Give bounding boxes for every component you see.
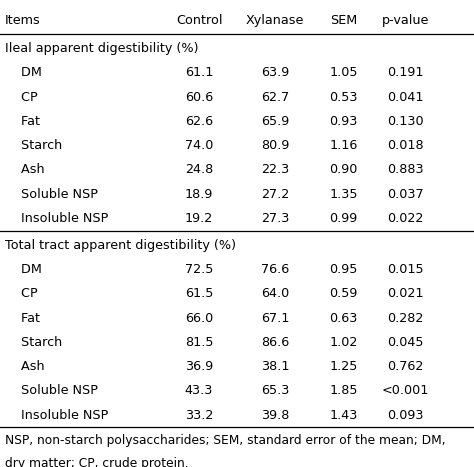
Text: 65.9: 65.9 xyxy=(261,115,289,128)
Text: 0.762: 0.762 xyxy=(387,360,423,373)
Text: 1.35: 1.35 xyxy=(329,188,358,201)
Text: p-value: p-value xyxy=(382,14,429,27)
Text: 0.037: 0.037 xyxy=(387,188,424,201)
Text: 62.7: 62.7 xyxy=(261,91,289,104)
Text: 19.2: 19.2 xyxy=(185,212,213,225)
Text: 64.0: 64.0 xyxy=(261,287,289,300)
Text: 86.6: 86.6 xyxy=(261,336,289,349)
Text: 0.63: 0.63 xyxy=(329,311,358,325)
Text: 0.093: 0.093 xyxy=(387,409,424,422)
Text: DM: DM xyxy=(5,66,42,79)
Text: CP: CP xyxy=(5,91,37,104)
Text: NSP, non-starch polysaccharides; SEM, standard error of the mean; DM,: NSP, non-starch polysaccharides; SEM, st… xyxy=(5,434,446,447)
Text: 0.022: 0.022 xyxy=(387,212,423,225)
Text: 0.191: 0.191 xyxy=(387,66,424,79)
Text: Ileal apparent digestibility (%): Ileal apparent digestibility (%) xyxy=(5,42,198,55)
Text: 1.02: 1.02 xyxy=(329,336,358,349)
Text: 74.0: 74.0 xyxy=(185,139,213,152)
Text: 0.53: 0.53 xyxy=(329,91,358,104)
Text: SEM: SEM xyxy=(330,14,357,27)
Text: 43.3: 43.3 xyxy=(185,384,213,397)
Text: 66.0: 66.0 xyxy=(185,311,213,325)
Text: Starch: Starch xyxy=(5,336,62,349)
Text: Insoluble NSP: Insoluble NSP xyxy=(5,409,108,422)
Text: 61.1: 61.1 xyxy=(185,66,213,79)
Text: 62.6: 62.6 xyxy=(185,115,213,128)
Text: 60.6: 60.6 xyxy=(185,91,213,104)
Text: Xylanase: Xylanase xyxy=(246,14,304,27)
Text: 1.25: 1.25 xyxy=(329,360,358,373)
Text: 27.2: 27.2 xyxy=(261,188,289,201)
Text: 22.3: 22.3 xyxy=(261,163,289,177)
Text: 1.05: 1.05 xyxy=(329,66,358,79)
Text: Total tract apparent digestibility (%): Total tract apparent digestibility (%) xyxy=(5,239,236,252)
Text: dry matter; CP, crude protein.: dry matter; CP, crude protein. xyxy=(5,457,188,467)
Text: Starch: Starch xyxy=(5,139,62,152)
Text: 1.43: 1.43 xyxy=(329,409,358,422)
Text: 0.018: 0.018 xyxy=(387,139,424,152)
Text: 0.99: 0.99 xyxy=(329,212,358,225)
Text: 0.021: 0.021 xyxy=(387,287,424,300)
Text: 81.5: 81.5 xyxy=(185,336,213,349)
Text: 0.130: 0.130 xyxy=(387,115,424,128)
Text: 0.90: 0.90 xyxy=(329,163,358,177)
Text: 67.1: 67.1 xyxy=(261,311,289,325)
Text: 72.5: 72.5 xyxy=(185,263,213,276)
Text: 0.041: 0.041 xyxy=(387,91,424,104)
Text: Soluble NSP: Soluble NSP xyxy=(5,384,98,397)
Text: 0.282: 0.282 xyxy=(387,311,423,325)
Text: 0.883: 0.883 xyxy=(387,163,424,177)
Text: Items: Items xyxy=(5,14,40,27)
Text: 33.2: 33.2 xyxy=(185,409,213,422)
Text: Insoluble NSP: Insoluble NSP xyxy=(5,212,108,225)
Text: 80.9: 80.9 xyxy=(261,139,289,152)
Text: 27.3: 27.3 xyxy=(261,212,289,225)
Text: Control: Control xyxy=(176,14,222,27)
Text: Fat: Fat xyxy=(5,115,40,128)
Text: 0.045: 0.045 xyxy=(387,336,424,349)
Text: Fat: Fat xyxy=(5,311,40,325)
Text: CP: CP xyxy=(5,287,37,300)
Text: 38.1: 38.1 xyxy=(261,360,289,373)
Text: DM: DM xyxy=(5,263,42,276)
Text: 24.8: 24.8 xyxy=(185,163,213,177)
Text: 0.95: 0.95 xyxy=(329,263,358,276)
Text: 65.3: 65.3 xyxy=(261,384,289,397)
Text: 1.16: 1.16 xyxy=(329,139,358,152)
Text: 18.9: 18.9 xyxy=(185,188,213,201)
Text: 61.5: 61.5 xyxy=(185,287,213,300)
Text: Ash: Ash xyxy=(5,163,45,177)
Text: 0.59: 0.59 xyxy=(329,287,358,300)
Text: 63.9: 63.9 xyxy=(261,66,289,79)
Text: 0.015: 0.015 xyxy=(387,263,424,276)
Text: 36.9: 36.9 xyxy=(185,360,213,373)
Text: Ash: Ash xyxy=(5,360,45,373)
Text: 76.6: 76.6 xyxy=(261,263,289,276)
Text: 0.93: 0.93 xyxy=(329,115,358,128)
Text: <0.001: <0.001 xyxy=(382,384,429,397)
Text: 39.8: 39.8 xyxy=(261,409,289,422)
Text: 1.85: 1.85 xyxy=(329,384,358,397)
Text: Soluble NSP: Soluble NSP xyxy=(5,188,98,201)
